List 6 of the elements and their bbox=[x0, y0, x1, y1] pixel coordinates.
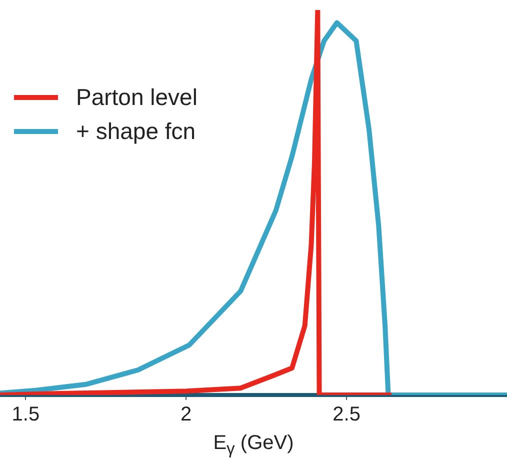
x-axis-title: E$_{γ}$ (GeV) bbox=[212, 432, 295, 459]
legend-label: + shape fcn bbox=[76, 118, 196, 144]
legend-label: Parton level bbox=[76, 84, 198, 110]
x-tick-label: 1.5 bbox=[12, 404, 40, 426]
x-tick-label: 2 bbox=[180, 404, 192, 426]
x-tick-label: 2.5 bbox=[332, 404, 360, 426]
